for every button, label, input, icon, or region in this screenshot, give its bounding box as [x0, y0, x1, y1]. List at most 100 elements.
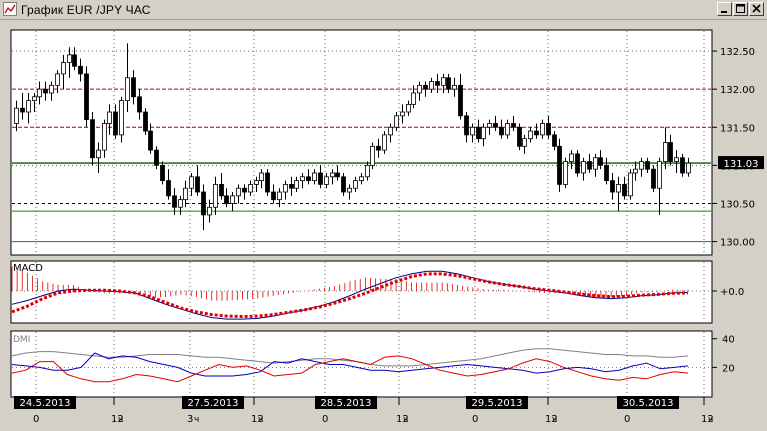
candle-body	[14, 107, 19, 124]
candle-body	[686, 162, 691, 174]
candle-body	[633, 168, 638, 174]
candle-body	[400, 111, 405, 117]
minimize-button[interactable]	[717, 2, 732, 16]
candle-body	[37, 88, 42, 98]
close-button[interactable]	[749, 2, 764, 16]
candle-body	[540, 123, 545, 136]
candle-body	[119, 100, 124, 136]
candle-body	[49, 84, 54, 94]
candle-body	[78, 65, 83, 75]
candle-body	[452, 84, 457, 90]
title-bar[interactable]: График EUR /JPY ЧАС	[0, 0, 767, 20]
candle-body	[137, 96, 142, 113]
hour-suffix: ч	[552, 415, 557, 425]
dmi-di-minus-line	[11, 355, 689, 383]
candle-body	[470, 126, 475, 136]
candle-body	[172, 195, 177, 208]
candle-body	[481, 126, 486, 140]
candle-body	[382, 134, 387, 151]
maximize-icon	[736, 4, 745, 13]
price-tick-label: 132.00	[720, 85, 755, 96]
hour-label: 12	[545, 414, 558, 425]
candle-body	[674, 157, 679, 162]
candle-body	[306, 176, 311, 182]
candle-body	[557, 145, 562, 185]
date-label: 27.5.2013	[188, 398, 239, 409]
candle-body	[487, 123, 492, 128]
candle-body	[423, 84, 428, 90]
candle-body	[598, 157, 603, 166]
candle-body	[429, 81, 434, 90]
candle-body	[318, 172, 323, 185]
candle-body	[265, 172, 270, 193]
candle-body	[341, 176, 346, 193]
candle-body	[283, 184, 288, 193]
candle-body	[534, 130, 539, 136]
candle-body	[324, 176, 329, 185]
candle-body	[505, 123, 510, 136]
candle-body	[406, 103, 411, 113]
candle-body	[148, 130, 153, 151]
candle-body	[189, 176, 194, 189]
date-label-box	[14, 396, 76, 409]
hour-label: 12	[701, 414, 714, 425]
candle-body	[236, 187, 241, 197]
candle-body	[464, 115, 469, 136]
macd-plot	[11, 266, 689, 320]
price-tick-label: 132.50	[720, 47, 755, 58]
candle-body	[365, 164, 370, 178]
date-label: 29.5.2013	[472, 398, 523, 409]
candle-body	[300, 176, 305, 182]
hour-label: 3	[187, 414, 193, 425]
candle-body	[271, 191, 276, 201]
price-tick-label: 130.50	[720, 199, 755, 210]
candle-body	[178, 199, 183, 208]
candle-body	[663, 142, 668, 162]
macd-signal-line	[11, 272, 689, 319]
candle-body	[604, 164, 609, 182]
price-candles	[14, 43, 691, 231]
candle-body	[248, 184, 253, 193]
candle-body	[277, 191, 282, 201]
candle-body	[411, 92, 416, 105]
candle-body	[20, 107, 25, 113]
dmi-tick-label: 40	[722, 335, 735, 346]
hour-suffix: ч	[194, 415, 199, 425]
date-label-box	[182, 396, 244, 409]
candle-body	[55, 73, 60, 86]
candle-body	[143, 111, 148, 132]
dmi-panel[interactable]	[10, 330, 713, 398]
date-label: 28.5.2013	[321, 398, 372, 409]
candle-body	[294, 180, 299, 189]
candle-body	[569, 153, 574, 162]
candle-body	[289, 184, 294, 189]
candle-body	[61, 62, 66, 75]
maximize-button[interactable]	[733, 2, 748, 16]
candle-body	[680, 157, 685, 174]
candle-body	[254, 180, 259, 185]
hour-label: 12	[396, 414, 409, 425]
candle-body	[26, 100, 31, 113]
candle-body	[458, 84, 463, 117]
candle-body	[230, 195, 235, 204]
candle-body	[563, 161, 568, 185]
hour-label: 0	[33, 414, 39, 425]
candle-body	[370, 145, 375, 166]
price-panel[interactable]	[10, 29, 713, 256]
date-label-box	[617, 396, 679, 409]
candle-body	[335, 172, 340, 178]
candle-body	[528, 130, 533, 140]
last-price-label: 131.03	[718, 156, 764, 170]
candle-body	[242, 187, 247, 193]
candle-body	[593, 157, 598, 170]
hour-label: 0	[624, 414, 630, 425]
candle-body	[610, 180, 615, 193]
macd-label: MACD	[13, 263, 43, 274]
candle-body	[587, 161, 592, 170]
candle-body	[32, 96, 37, 101]
hour-label: 12	[251, 414, 264, 425]
